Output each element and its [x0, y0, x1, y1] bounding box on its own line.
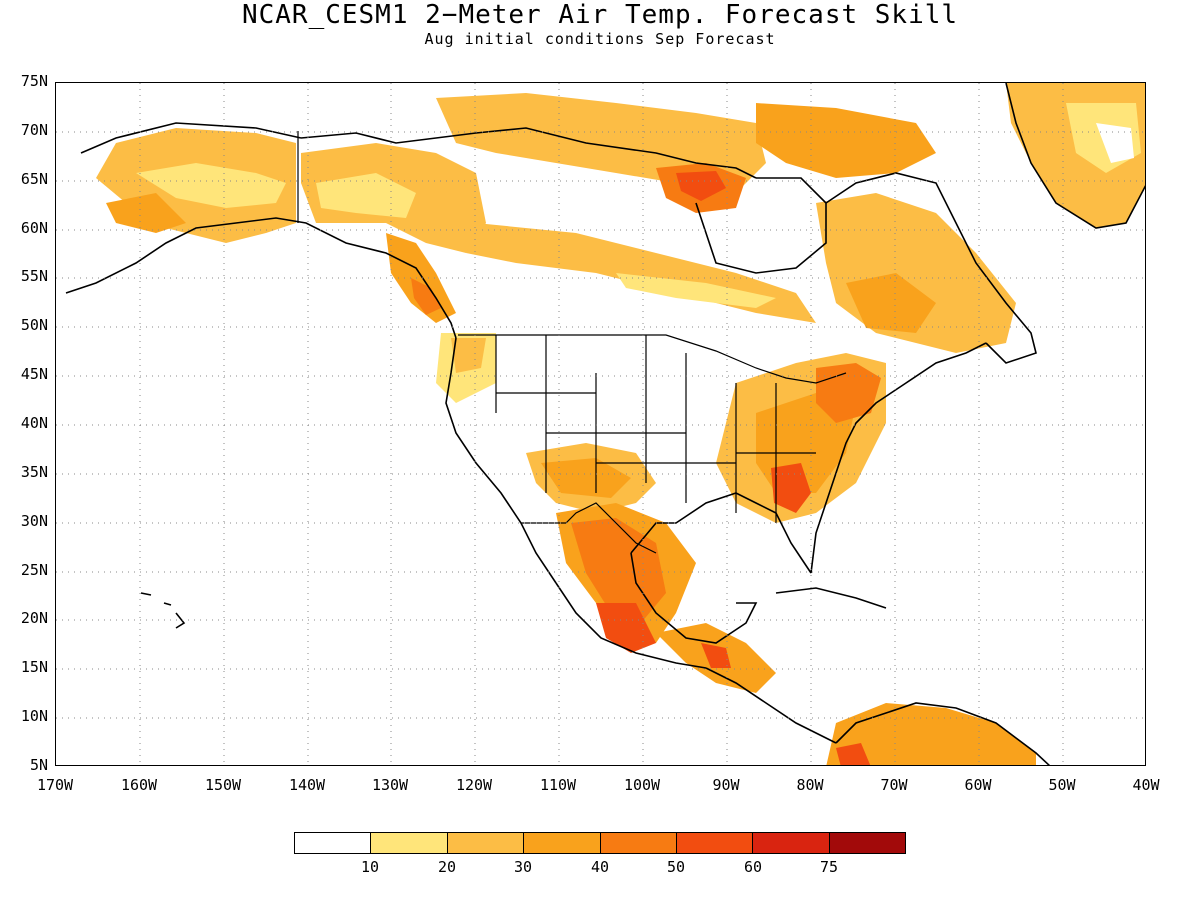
colorbar-swatch: [371, 833, 448, 853]
lon-label-70w: 70W: [880, 776, 908, 794]
political-borders: [297, 131, 847, 554]
lat-label-70n: 70N: [20, 121, 48, 139]
yukon-light: [316, 173, 416, 218]
colorbar-swatch: [447, 833, 525, 853]
colorbar-label-40: 40: [590, 858, 610, 876]
map-subtitle: Aug initial conditions Sep Forecast: [424, 30, 776, 48]
east-coast-us: [810, 342, 987, 574]
colorbar-swatch: [676, 833, 754, 853]
map-panel: [55, 82, 1146, 766]
lon-label-40w: 40W: [1132, 776, 1160, 794]
baffin-shading: [756, 103, 936, 178]
mexico-core: [596, 603, 656, 653]
lat-label-50n: 50N: [20, 316, 48, 334]
lon-label-80w: 80W: [796, 776, 824, 794]
colorbar-label-20: 20: [437, 858, 457, 876]
alaska-light-band: [136, 163, 286, 208]
colorbar-swatch: [295, 833, 372, 853]
central-america-hot: [701, 643, 731, 668]
cuba-coast: [775, 587, 887, 609]
lat-label-5n: 5N: [29, 756, 48, 774]
central-canada-light: [616, 273, 776, 308]
lon-label-50w: 50W: [1048, 776, 1076, 794]
colorbar: [294, 832, 906, 854]
lat-label-15n: 15N: [20, 658, 48, 676]
lon-label-100w: 100W: [623, 776, 661, 794]
pacific-nw-orange: [451, 338, 486, 373]
us-canada-border: [458, 334, 847, 384]
arctic-coast: [300, 127, 757, 179]
labrador-coast: [825, 172, 1037, 364]
grid-lines: [56, 83, 1145, 765]
mexico-coast: [555, 552, 758, 669]
lat-label-55n: 55N: [20, 267, 48, 285]
southeast-us-hot: [771, 463, 811, 513]
lat-lon-grid: [56, 83, 1145, 765]
lon-label-170w: 170W: [36, 776, 74, 794]
alaska-sw-orange: [106, 193, 186, 233]
lat-label-60n: 60N: [20, 219, 48, 237]
lon-label-160w: 160W: [120, 776, 158, 794]
coastlines: [65, 83, 1145, 765]
lat-label-35n: 35N: [20, 463, 48, 481]
lat-label-10n: 10N: [20, 707, 48, 725]
lon-label-120w: 120W: [455, 776, 493, 794]
colorbar-swatch: [753, 833, 830, 853]
lat-label-75n: 75N: [20, 72, 48, 90]
lat-label-30n: 30N: [20, 512, 48, 530]
colorbar-swatch: [829, 833, 905, 853]
lon-label-150w: 150W: [204, 776, 242, 794]
colorbar-label-50: 50: [666, 858, 686, 876]
bc-coast-hot: [411, 278, 441, 315]
central-america-coast: [705, 667, 837, 744]
colorbar-swatch: [524, 833, 601, 853]
lon-label-90w: 90W: [712, 776, 740, 794]
skill-shading: [96, 83, 1145, 765]
colorbar-label-75: 75: [819, 858, 839, 876]
south-america-hot: [836, 743, 871, 765]
lat-label-45n: 45N: [20, 365, 48, 383]
colorbar-label-10: 10: [360, 858, 380, 876]
colorbar-label-30: 30: [513, 858, 533, 876]
south-america-coast: [835, 702, 1051, 765]
lon-label-140w: 140W: [288, 776, 326, 794]
lon-label-130w: 130W: [371, 776, 409, 794]
lon-label-110w: 110W: [539, 776, 577, 794]
lon-label-60w: 60W: [964, 776, 992, 794]
west-coast-us: [445, 337, 557, 584]
lat-label-65n: 65N: [20, 170, 48, 188]
hudson-hot-core: [676, 171, 726, 201]
lat-label-25n: 25N: [20, 561, 48, 579]
central-canada-band: [466, 223, 816, 323]
gulf-coast: [630, 492, 812, 574]
quebec-orange: [846, 273, 936, 333]
lat-label-20n: 20N: [20, 609, 48, 627]
skill-map: [56, 83, 1145, 765]
colorbar-swatch: [600, 833, 677, 853]
mexico-hot: [571, 518, 666, 623]
us-state-lines: [495, 335, 816, 523]
hudson-bay: [695, 177, 827, 274]
alaska-coast: [65, 122, 457, 339]
greenland-coast: [1005, 83, 1145, 229]
bc-coast-shading: [386, 233, 456, 323]
southwest-us-orange: [541, 458, 631, 498]
hawaii-islands: [140, 592, 186, 629]
map-title: NCAR_CESM1 2−Meter Air Temp. Forecast Sk…: [241, 0, 959, 30]
lat-label-40n: 40N: [20, 414, 48, 432]
greenland-white: [1096, 123, 1134, 163]
colorbar-label-60: 60: [743, 858, 763, 876]
